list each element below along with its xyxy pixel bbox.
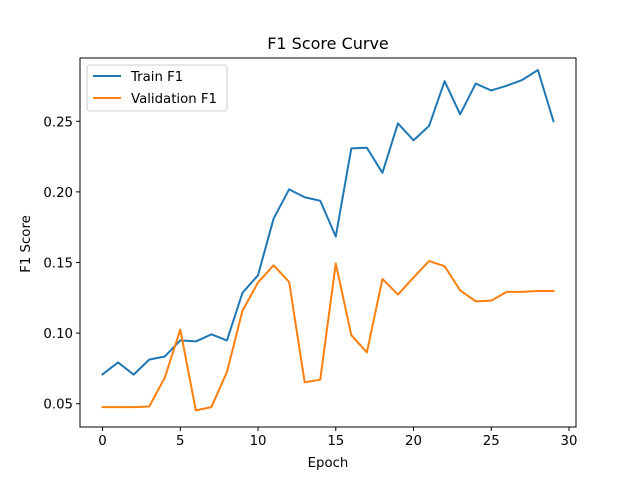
y-tick-label: 0.20 xyxy=(43,186,73,201)
series-line-train-f1 xyxy=(101,69,555,376)
x-tick-label: 25 xyxy=(483,434,500,449)
legend-label-validation-f1: Validation F1 xyxy=(131,92,217,107)
chart-title: F1 Score Curve xyxy=(267,34,389,53)
y-tick-label: 0.10 xyxy=(43,327,73,342)
y-tick-label: 0.15 xyxy=(43,256,73,271)
x-tick-label: 5 xyxy=(176,434,184,449)
legend: Train F1 Validation F1 xyxy=(86,64,228,112)
x-tick-label: 30 xyxy=(561,434,578,449)
y-tick-label: 0.05 xyxy=(43,398,73,413)
x-tick-label: 0 xyxy=(98,434,106,449)
series-line-validation-f1 xyxy=(101,260,555,412)
x-axis-label: Epoch xyxy=(308,456,349,471)
y-axis-label: F1 Score xyxy=(19,215,34,273)
axes-frame xyxy=(79,57,577,428)
y-tick-label: 0.25 xyxy=(43,115,73,130)
x-tick-label: 20 xyxy=(405,434,422,449)
legend-label-train-f1: Train F1 xyxy=(130,70,183,85)
plot-area: 0 5 10 15 20 25 30 0.05 0.10 0.15 0.20 0.25 xyxy=(43,57,578,449)
x-tick-label: 15 xyxy=(327,434,344,449)
legend-box xyxy=(86,64,228,112)
x-tick-label: 10 xyxy=(250,434,267,449)
